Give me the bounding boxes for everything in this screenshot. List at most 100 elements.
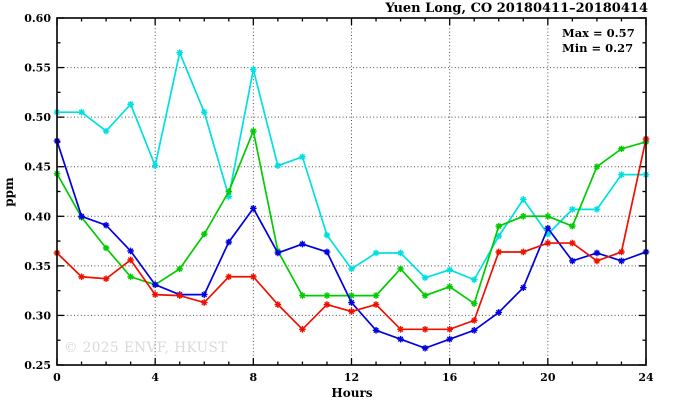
red-series-marker [569, 239, 576, 247]
cyan-series [53, 49, 650, 284]
red-series-marker [176, 292, 184, 299]
blue-series-marker [348, 299, 355, 306]
red-series-marker [544, 239, 552, 247]
cyan-series-marker [127, 100, 134, 108]
legend: Max = 0.57 Min = 0.27 [562, 26, 635, 55]
blue-series-marker [593, 249, 601, 257]
red-series-marker [519, 248, 527, 256]
green-series-marker [348, 292, 355, 299]
red-series-marker [225, 273, 233, 281]
red-series-marker [200, 299, 208, 306]
cyan-series-marker [372, 249, 380, 257]
red-series-marker [372, 301, 380, 308]
green-series-marker [618, 145, 625, 153]
red-series-marker [102, 275, 110, 283]
x-tick-label: 8 [250, 371, 258, 384]
cyan-series-marker [151, 162, 159, 170]
chart-title: Yuen Long, CO 20180411–20180414 [385, 1, 648, 16]
blue-series-marker [470, 327, 478, 334]
cyan-series-marker [348, 265, 355, 273]
blue-series-marker [372, 327, 380, 334]
blue-series-marker [519, 284, 527, 291]
blue-series-marker [299, 240, 306, 248]
green-series-marker [569, 222, 576, 230]
red-series-marker [78, 273, 85, 281]
blue-series-marker [250, 205, 257, 212]
legend-min-label: Min = 0.27 [562, 40, 634, 55]
x-tick-label: 24 [638, 371, 654, 384]
green-series-marker [127, 273, 134, 281]
red-series-marker [421, 326, 429, 333]
y-tick-label: 0.35 [24, 260, 51, 273]
blue-series-marker [102, 221, 110, 229]
green-series-line [56, 128, 647, 305]
y-tick-label: 0.55 [24, 62, 51, 75]
cyan-series-marker [323, 231, 331, 239]
blue-series-marker [323, 248, 331, 256]
cyan-series-markers [53, 49, 650, 284]
green-series-marker [446, 283, 453, 290]
legend-max-label: Max = 0.57 [562, 26, 635, 40]
cyan-series-marker [274, 162, 282, 170]
y-tick-label: 0.30 [24, 309, 51, 322]
blue-series-marker [78, 212, 85, 220]
watermark: © 2025 ENVF, HKUST [64, 340, 228, 356]
blue-series-marker [495, 309, 503, 316]
green-series-marker [544, 212, 552, 220]
red-series-marker [323, 301, 331, 308]
red-series-marker [274, 301, 282, 308]
y-axis-label: ppm [2, 177, 16, 207]
blue-series-marker [274, 249, 282, 257]
red-series-marker [397, 326, 404, 333]
green-series-marker [200, 230, 208, 238]
red-series-marker [618, 248, 625, 256]
cyan-series-marker [544, 230, 552, 238]
green-series-marker [250, 127, 257, 135]
red-series-marker [299, 326, 306, 333]
cyan-series-marker [519, 196, 527, 203]
green-series-marker [495, 222, 503, 230]
red-series-marker [593, 257, 601, 265]
blue-series-marker [225, 238, 233, 246]
cyan-series-marker [78, 108, 85, 116]
blue-series-marker [151, 281, 159, 288]
cyan-series-marker [225, 193, 233, 200]
cyan-series-marker [446, 266, 453, 274]
green-series-marker [323, 292, 331, 299]
green-series-marker [176, 265, 184, 273]
blue-series-markers [53, 137, 650, 352]
cyan-series-marker [495, 232, 503, 240]
blue-series-marker [200, 291, 208, 298]
y-tick-label: 0.60 [24, 12, 51, 25]
cyan-series-marker [593, 206, 601, 213]
green-series-marker [102, 244, 110, 252]
x-tick-label: 4 [151, 371, 159, 384]
gridlines [57, 18, 646, 365]
red-series-marker [446, 326, 453, 333]
blue-series-marker [397, 335, 404, 343]
cyan-series-marker [421, 274, 429, 282]
plot-frame [56, 17, 647, 366]
green-series-marker [593, 163, 601, 171]
x-tick-label: 20 [540, 371, 556, 384]
red-series [53, 135, 650, 333]
green-series-marker [299, 292, 306, 299]
blue-series-marker [421, 344, 429, 352]
blue-series-line [56, 140, 647, 350]
cyan-series-marker [470, 276, 478, 284]
y-tick-label: 0.50 [24, 111, 51, 124]
cyan-series-marker [176, 49, 184, 56]
cyan-series-marker [397, 249, 404, 257]
blue-series-marker [127, 247, 134, 255]
red-series-marker [250, 273, 257, 281]
red-series-marker [151, 291, 159, 298]
y-tick-label: 0.25 [24, 359, 51, 372]
cyan-series-marker [299, 153, 306, 161]
green-series-marker [397, 265, 404, 273]
blue-series-marker [569, 257, 576, 265]
blue-series-marker [618, 257, 625, 265]
red-series-marker [495, 248, 503, 256]
green-series-marker [225, 188, 233, 195]
